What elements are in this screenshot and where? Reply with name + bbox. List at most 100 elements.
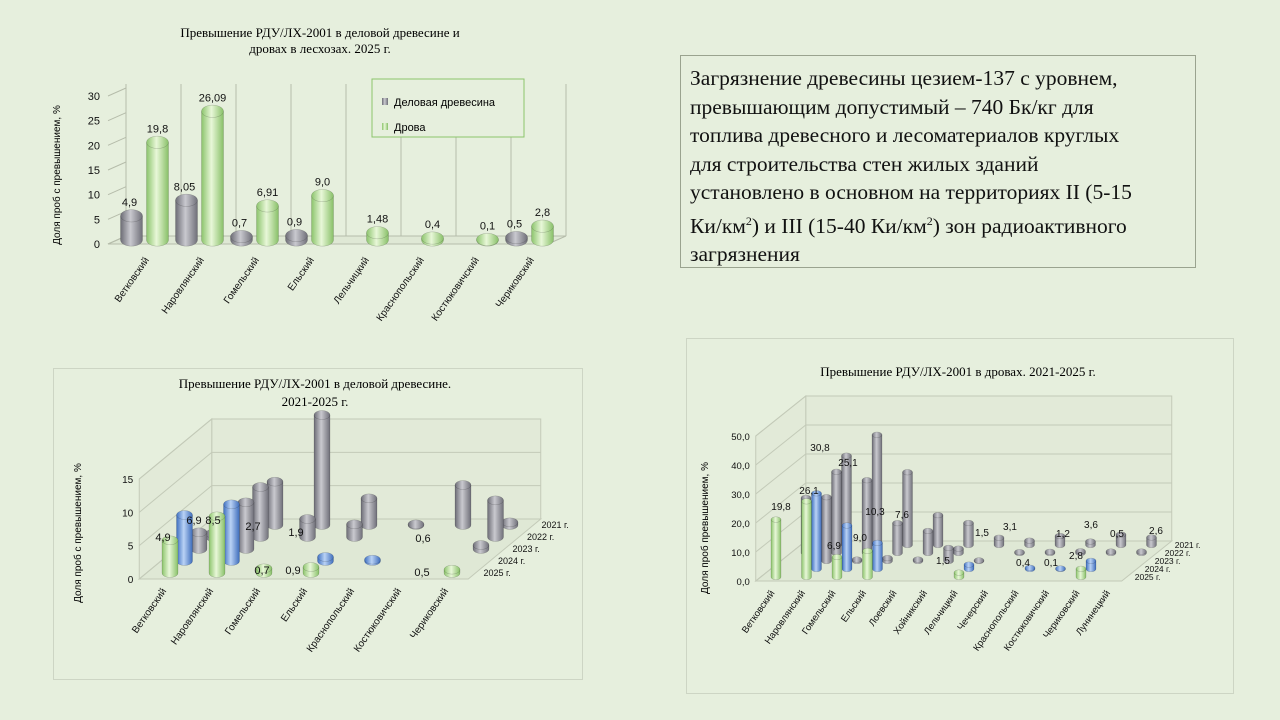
c2-bar-top [176, 510, 193, 520]
chart3-data-label: 7,6 [895, 510, 909, 521]
note-unit-b: ) и III (15-40 Ки/км [751, 213, 927, 238]
c2-bar-body [161, 540, 179, 578]
c3-series-label: 2023 г. [1155, 556, 1181, 566]
chart2-floor [137, 417, 543, 581]
chart1-y-tick: 15 [88, 165, 100, 177]
chart2-data-label: 4,9 [155, 532, 170, 544]
legend-swatch-firewood [382, 123, 388, 130]
c2-bar-top [317, 552, 334, 562]
c2-bar [360, 493, 378, 530]
c3-y-tick: 50,0 [731, 432, 750, 443]
c3-bar-top [1085, 538, 1096, 545]
c3-category-label: Лоевский [867, 588, 900, 628]
chart-firewood-2021-2025: Превышение РДУ/ЛХ-2001 в дровах. 2021-20… [686, 338, 1234, 694]
c2-bar [161, 535, 179, 578]
c3-bar-body [872, 542, 883, 573]
c3-bar-body [922, 530, 934, 557]
c2-category-label: Ельский [279, 586, 310, 624]
c3-bar [1085, 538, 1096, 549]
note-line-4: для строительства стен жилых зданий [690, 151, 1039, 176]
c2-bar-top [255, 563, 273, 574]
chart2-data-label: 0,7 [254, 565, 269, 577]
c3-series-label: 2024 г. [1145, 564, 1171, 574]
c3-bar-body [943, 547, 954, 565]
chart1-bar-firewood [256, 199, 279, 247]
chart3-data-label: 3,6 [1084, 520, 1098, 531]
c3-bar-top [811, 490, 822, 497]
chart1-bar-wood-top [120, 209, 143, 223]
chart1-title-line2: дровах в лесхозах. 2025 г. [249, 41, 390, 56]
c3-bar [892, 520, 903, 557]
c3-bar-body [1054, 535, 1066, 549]
c3-bar [943, 544, 954, 565]
c3-bar-top [1136, 548, 1147, 555]
c3-bar [922, 527, 934, 557]
c2-bar-top [487, 495, 504, 506]
c3-bar-body [861, 479, 873, 557]
chart2-data-label: 6,9 [186, 515, 201, 527]
c3-bar-top [963, 561, 975, 568]
chart2-title-line2: 2021-2025 г. [282, 394, 349, 409]
chart1-data-label: 9,0 [315, 177, 330, 189]
chart1-bar-wood-top [285, 229, 308, 242]
c3-bar-top [1055, 565, 1066, 572]
c3-category-label: Ельский [839, 588, 869, 624]
c3-bar [1044, 548, 1056, 557]
c3-bar-top [831, 553, 843, 561]
c3-bar [932, 512, 944, 549]
c3-bar-top [912, 556, 924, 563]
c3-bar [770, 516, 782, 581]
c3-bar-top [821, 494, 832, 501]
note-line-3: топлива древесного и лесоматериалов круг… [690, 123, 1120, 147]
note-line-7: загрязнения [690, 242, 800, 267]
chart1-y-tick: 20 [88, 140, 100, 152]
c2-category-label: Наровлянский [169, 586, 216, 647]
c2-category-label: Ветковский [130, 586, 169, 635]
c2-bar-top [252, 482, 269, 492]
c3-bar-body [801, 501, 812, 581]
chart1-bar-firewood [311, 189, 334, 247]
chart1-bar-firewood-body [201, 111, 224, 247]
chart1-category-labels: Ветковский Наровлянский Гомельский Ельский Л… [113, 255, 537, 323]
c3-bar-top [892, 520, 903, 527]
c3-bar [831, 468, 842, 557]
c3-bar-top [851, 556, 863, 563]
c2-bar [364, 554, 381, 566]
chart3-data-label: 1,5 [936, 556, 950, 567]
c2-gridline [138, 418, 541, 480]
chart1-bar-firewood-top [531, 219, 554, 233]
c3-y-tick: 30,0 [731, 490, 750, 501]
note-sup-a: 2 [745, 213, 752, 228]
chart-2025-wood-and-firewood: Превышение РДУ/ЛХ-2001 в деловой древеси… [51, 25, 567, 323]
chart3-data-label: 0,4 [1016, 558, 1030, 569]
legend-label-firewood: Дрова [394, 122, 426, 134]
chart3-data-label: 2,8 [1069, 551, 1083, 562]
chart1-bars [120, 104, 554, 247]
c3-bar-body [1075, 568, 1087, 581]
c3-bar [1136, 548, 1147, 557]
c3-bar-top [871, 431, 883, 438]
chart3-data-label: 26,1 [799, 486, 819, 497]
chart1-data-label: 0,4 [425, 219, 440, 231]
c2-bar-body [252, 486, 269, 542]
c3-series-label: 2025 г. [1135, 572, 1161, 582]
chart1-bar-firewood-top [366, 226, 389, 240]
chart1-y-tick: 5 [94, 214, 100, 226]
c3-bar [841, 522, 853, 573]
chart1-bar-firewood [201, 104, 224, 247]
c3-bar [993, 534, 1005, 549]
chart1-bar-wood-body [175, 200, 198, 247]
chart2-data-label: 0,5 [414, 567, 429, 579]
chart2-series-labels: 2025 г. 2024 г. 2023 г. 2022 г. 2021 г. [484, 520, 569, 578]
c3-gridline [755, 453, 1172, 495]
c2-bar-top [299, 514, 316, 524]
c3-y-tick: 40,0 [731, 461, 750, 472]
c2-bar [190, 527, 208, 554]
c3-bar [872, 539, 883, 573]
chart3-data-label: 25,1 [838, 458, 858, 469]
chart3-data-label: 3,1 [1003, 522, 1017, 533]
note-line-6: Ки/км2) и III (15-40 Ки/км2) зон радиоак… [690, 207, 1186, 241]
chart1-data-label: 19,8 [147, 123, 168, 135]
chart1-bar-wood [505, 231, 528, 247]
c2-bar-body [223, 504, 240, 566]
